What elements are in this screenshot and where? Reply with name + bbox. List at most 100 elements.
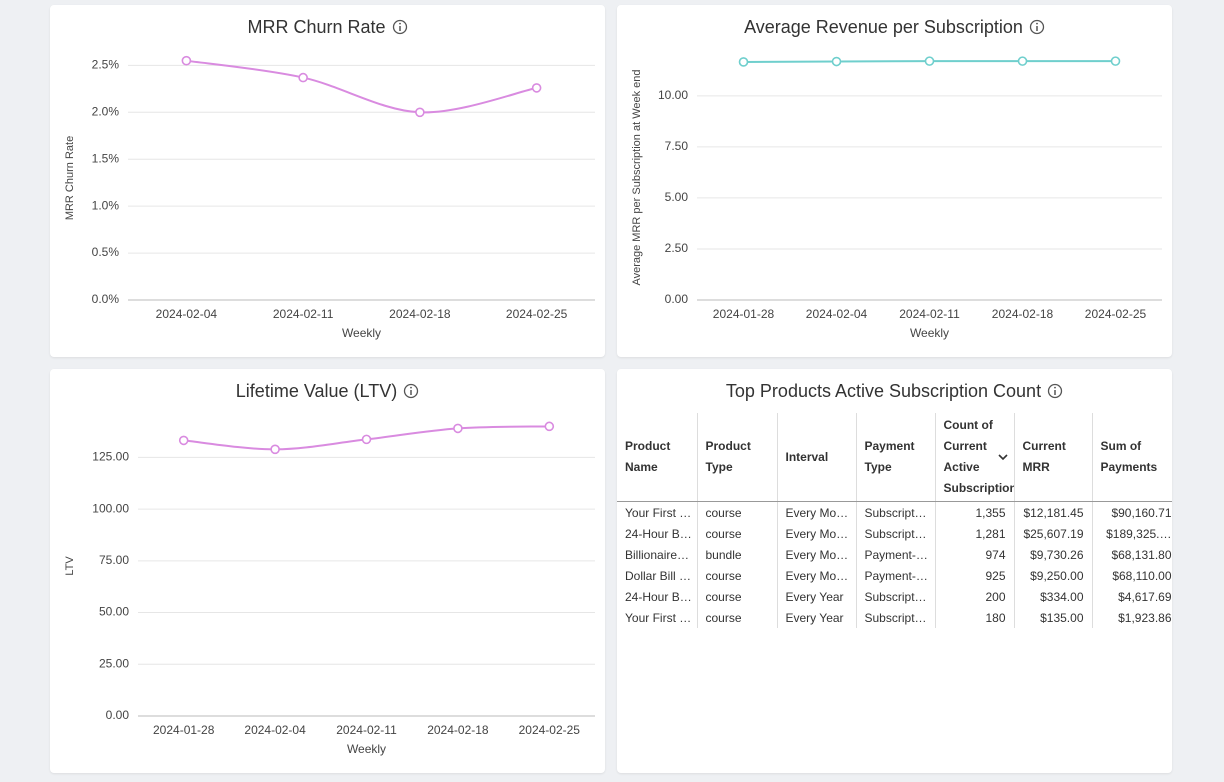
info-icon[interactable] (1029, 19, 1045, 35)
x-tick-label: 2024-01-28 (713, 307, 775, 321)
table-cell: $12,181.45 (1014, 501, 1093, 523)
table-cell: Dollar Bill … (617, 565, 698, 586)
table-cell: $1,923.86 (1092, 607, 1172, 628)
data-point (544, 421, 555, 432)
churn-panel: MRR Churn Rate 0.0% 0.5% 1.0% 1.5% 2.0% 2.5% M… (50, 5, 605, 357)
x-tick-label: 2024-01-28 (153, 723, 215, 737)
table-cell: $90,160.71 (1092, 501, 1172, 523)
y-tick-label: 25.00 (99, 656, 129, 670)
y-tick-label: 0.00 (106, 708, 130, 722)
x-axis-label: Weekly (347, 742, 386, 756)
data-point (298, 72, 308, 83)
info-icon[interactable] (392, 19, 408, 35)
data-point (1017, 56, 1028, 66)
y-tick-label: 0.00 (665, 292, 689, 306)
data-point (831, 56, 842, 67)
y-axis-label: MRR Churn Rate (64, 136, 76, 220)
series-line (186, 59, 537, 114)
column-header[interactable]: Current MRR (1014, 413, 1093, 502)
sort-icon[interactable] (997, 453, 1008, 461)
y-tick-label: 1.0% (92, 198, 120, 212)
data-point (1110, 56, 1121, 66)
table-cell: Every Mo… (777, 501, 857, 523)
table-cell: 180 (935, 607, 1015, 628)
title-text: Top Products Active Subscription Count (725, 381, 1042, 401)
column-header[interactable]: Interval (777, 413, 857, 502)
column-header[interactable]: Sum of Payments (1092, 413, 1172, 502)
y-tick-label: 0.0% (92, 292, 120, 306)
header-row: Product Name Product Type Interval Payment … (617, 413, 1172, 502)
x-tick-label: 2024-02-04 (244, 723, 306, 737)
data-point (531, 83, 542, 93)
table-cell: $9,250.00 (1014, 565, 1093, 586)
y-tick-label: 2.50 (665, 241, 689, 255)
panel-title: Lifetime Value (LTV) (50, 381, 605, 402)
table-cell: course (697, 586, 778, 607)
title-text: Average Revenue per Subscription (744, 17, 1023, 37)
y-tick-label: 50.00 (99, 605, 129, 619)
table-cell: $25,607.19 (1014, 523, 1093, 544)
table-cell: 1,281 (935, 523, 1015, 544)
table-cell: $334.00 (1014, 586, 1093, 607)
table-row: Your First … course Every Mo… Subscript… 1,3… (617, 501, 1172, 523)
data-point (178, 435, 189, 446)
table-row: Your First … course Every Year Subscript… 18… (617, 607, 1172, 628)
x-tick-label: 2024-02-04 (156, 307, 218, 321)
column-header[interactable]: Product Type (697, 413, 778, 502)
data-point (924, 56, 935, 66)
x-tick-label: 2024-02-25 (519, 723, 581, 737)
table-cell: $135.00 (1014, 607, 1093, 628)
data-point (738, 57, 749, 67)
column-header[interactable]: Count of Current Active Subscriptions (935, 413, 1015, 502)
table-cell: Subscript… (856, 607, 936, 628)
y-axis-label: LTV (64, 556, 76, 576)
table-cell: 200 (935, 586, 1015, 607)
table-cell: Payment-… (856, 544, 936, 565)
table-cell: bundle (697, 544, 778, 565)
table-cell: Your First … (617, 501, 698, 523)
table-cell: Payment-… (856, 565, 936, 586)
table-cell: Subscript… (856, 586, 936, 607)
table-cell: course (697, 607, 778, 628)
panel-title: MRR Churn Rate (50, 17, 605, 38)
ltv-panel: Lifetime Value (LTV) 0.00 25.00 50.00 75.00… (50, 369, 605, 773)
y-tick-label: 125.00 (92, 450, 129, 464)
y-tick-label: 100.00 (92, 501, 129, 515)
table-cell: $189,325.… (1092, 523, 1172, 544)
table-cell: Your First … (617, 607, 698, 628)
info-icon[interactable] (1047, 383, 1063, 399)
table-cell: $68,110.00 (1092, 565, 1172, 586)
data-point (181, 55, 192, 66)
y-axis-label: Average MRR per Subscription at Week end (631, 69, 643, 285)
chart: 0.00 2.50 5.00 7.50 10.00 Average MRR per Sub… (631, 56, 1162, 340)
table-cell: $68,131.80 (1092, 544, 1172, 565)
table-cell: $4,617.69 (1092, 586, 1172, 607)
x-tick-label: 2024-02-18 (427, 723, 489, 737)
table-cell: Every Year (777, 586, 857, 607)
panel-title: Average Revenue per Subscription (617, 17, 1172, 38)
data-point (361, 434, 372, 445)
title-text: MRR Churn Rate (247, 17, 386, 37)
table-cell: 24-Hour B… (617, 586, 698, 607)
table-cell: Subscript… (856, 523, 936, 544)
table-cell: Billionaire… (617, 544, 698, 565)
table-cell: course (697, 523, 778, 544)
x-tick-label: 2024-02-11 (336, 723, 397, 737)
x-tick-label: 2024-02-25 (506, 307, 568, 321)
x-tick-label: 2024-02-18 (389, 307, 451, 321)
title-text: Lifetime Value (LTV) (235, 381, 398, 401)
y-tick-label: 7.50 (665, 139, 689, 153)
table-cell: course (697, 501, 778, 523)
panel-title: Top Products Active Subscription Count (617, 381, 1172, 402)
data-point (270, 444, 280, 455)
table-cell: Every Mo… (777, 544, 857, 565)
column-header[interactable]: Product Name (617, 413, 698, 502)
data-table: Product Name Product Type Interval Payment … (617, 413, 1172, 628)
x-tick-label: 2024-02-04 (806, 307, 868, 321)
arps-panel: Average Revenue per Subscription 0.00 2.5… (617, 5, 1172, 357)
info-icon[interactable] (403, 383, 419, 399)
column-header[interactable]: Payment Type (856, 413, 936, 502)
table-row: 24-Hour B… course Every Mo… Subscript… 1,281… (617, 523, 1172, 544)
table-cell: 925 (935, 565, 1015, 586)
